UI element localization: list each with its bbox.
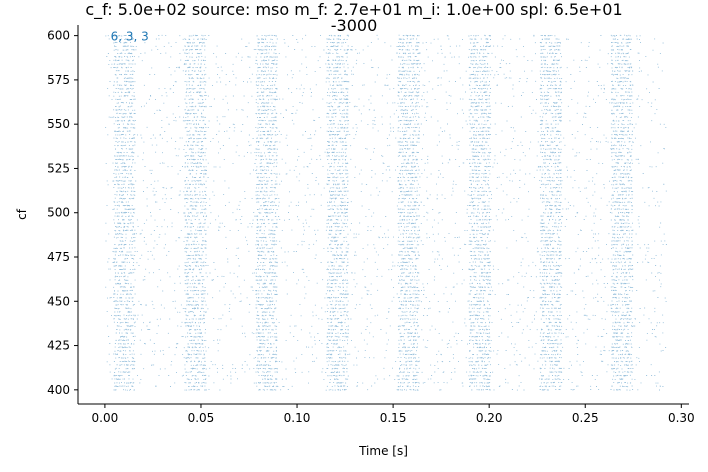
x-tick-label: 0.00 (92, 411, 119, 425)
y-tick-label: 550 (47, 117, 70, 131)
y-axis-label: cf (15, 208, 29, 220)
chart-title-line1: c_f: 5.0e+02 source: mso m_f: 2.7e+01 m_… (85, 0, 623, 19)
annotation-label: 6, 3, 3 (111, 30, 149, 44)
x-tick-label: 0.10 (284, 411, 311, 425)
x-tick-label: 0.20 (476, 411, 503, 425)
x-tick-label: 0.05 (188, 411, 215, 425)
x-tick-label: 0.25 (572, 411, 599, 425)
y-tick-label: 450 (47, 294, 70, 308)
chart-title-line2: -3000 (330, 16, 378, 35)
axes: 0.00 0.05 0.10 0.15 0.20 0.25 0.30 400 425 450 475… (47, 25, 695, 425)
scatter-points (105, 34, 667, 391)
spike-points (105, 34, 667, 391)
y-tick-label: 425 (47, 339, 70, 353)
y-tick-label: 500 (47, 206, 70, 220)
x-axis-label: Time [s] (358, 444, 408, 458)
y-tick-label: 600 (47, 29, 70, 43)
x-tick-label: 0.15 (380, 411, 407, 425)
y-tick-label: 400 (47, 383, 70, 397)
y-tick-label: 575 (47, 73, 70, 87)
y-tick-label: 525 (47, 161, 70, 175)
x-tick-label: 0.30 (668, 411, 695, 425)
y-tick-label: 475 (47, 250, 70, 264)
